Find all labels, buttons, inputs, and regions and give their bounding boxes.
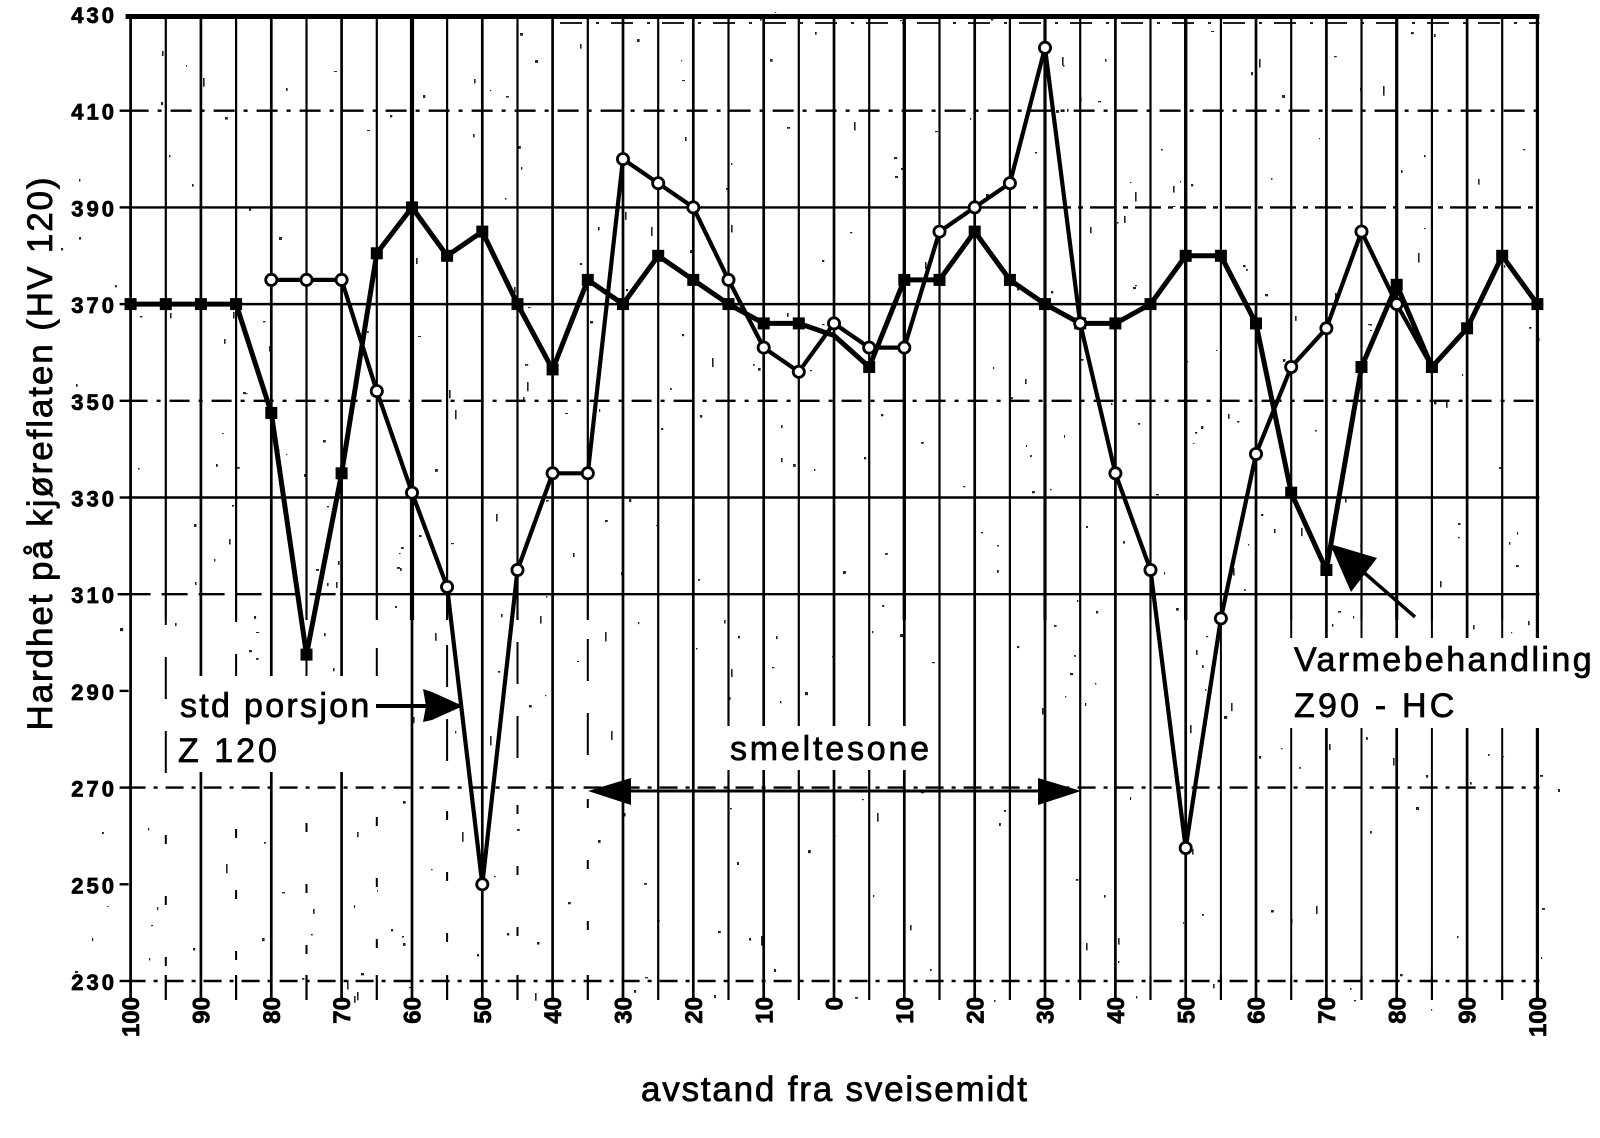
svg-text:50: 50 (470, 997, 497, 1024)
svg-text:290: 290 (71, 680, 117, 705)
svg-text:100: 100 (1525, 997, 1552, 1037)
svg-text:Hardhet på kjøreflaten (HV 120: Hardhet på kjøreflaten (HV 120) (21, 176, 60, 731)
svg-text:20: 20 (681, 997, 708, 1024)
svg-text:310: 310 (71, 583, 117, 608)
svg-text:410: 410 (71, 100, 117, 125)
svg-text:30: 30 (1033, 997, 1060, 1024)
svg-text:80: 80 (259, 997, 286, 1024)
svg-text:370: 370 (71, 293, 117, 318)
svg-text:0: 0 (822, 997, 849, 1010)
svg-text:70: 70 (329, 997, 356, 1024)
svg-text:390: 390 (71, 196, 117, 221)
svg-text:Z 120: Z 120 (178, 732, 280, 770)
svg-text:80: 80 (1384, 997, 1411, 1024)
svg-text:avstand fra sveisemidt: avstand fra sveisemidt (641, 1070, 1029, 1109)
svg-text:270: 270 (71, 777, 117, 802)
svg-text:20: 20 (962, 997, 989, 1024)
svg-text:10: 10 (751, 997, 778, 1024)
svg-text:330: 330 (71, 487, 117, 512)
svg-text:350: 350 (71, 390, 117, 415)
svg-text:90: 90 (1455, 997, 1482, 1024)
svg-text:smeltesone: smeltesone (730, 730, 932, 768)
svg-text:230: 230 (71, 970, 117, 995)
svg-text:Varmebehandling: Varmebehandling (1294, 641, 1594, 679)
svg-text:60: 60 (1244, 997, 1271, 1024)
svg-text:100: 100 (118, 997, 145, 1037)
svg-text:50: 50 (1173, 997, 1200, 1024)
svg-text:40: 40 (1103, 997, 1130, 1024)
svg-text:60: 60 (400, 997, 427, 1024)
svg-text:90: 90 (189, 997, 216, 1024)
svg-text:Z90 - HC: Z90 - HC (1294, 687, 1458, 725)
svg-text:40: 40 (540, 997, 567, 1024)
svg-text:250: 250 (71, 873, 117, 898)
svg-text:std porsjon: std porsjon (180, 687, 372, 725)
svg-text:30: 30 (611, 997, 638, 1024)
svg-text:10: 10 (892, 997, 919, 1024)
svg-text:430: 430 (71, 3, 117, 28)
svg-text:70: 70 (1314, 997, 1341, 1024)
